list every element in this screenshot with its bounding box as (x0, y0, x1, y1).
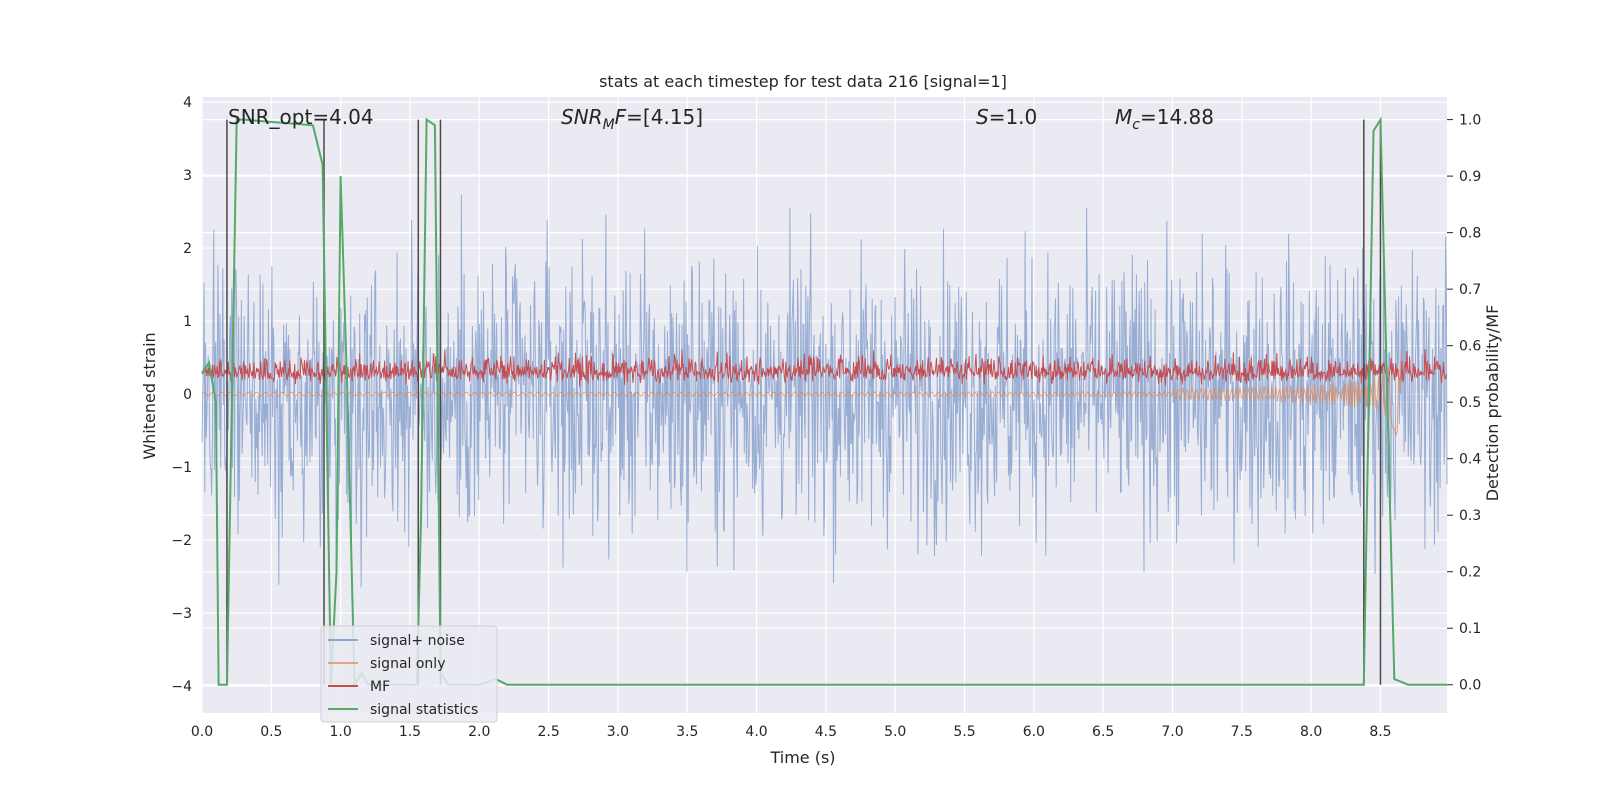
signal-noise-line (201, 194, 1448, 588)
y-tick-label: −4 (171, 679, 192, 695)
y-right-tick-label: 0.9 (1459, 169, 1481, 185)
chart-title: stats at each timestep for test data 216… (599, 72, 1007, 91)
y-axis-label: Whitened strain (140, 332, 159, 459)
y-tick-label: 2 (183, 241, 192, 257)
annotation-s-value: =1.0 (989, 105, 1038, 129)
x-tick-label: 6.5 (1092, 724, 1114, 740)
x-tick-label: 5.0 (884, 724, 906, 740)
x-tick-label: 5.5 (953, 724, 975, 740)
annotation-s-symbol: S (976, 105, 989, 129)
y-tick-label: −2 (171, 533, 192, 549)
annotation-snr-mf-symbol-f: F (615, 105, 627, 129)
x-tick-label: 0.0 (191, 724, 213, 740)
y-right-tick-label: 1.0 (1459, 113, 1481, 129)
y-right-axis-label: Detection probability/MF (1483, 305, 1502, 502)
legend-label-signal-only: signal only (370, 656, 445, 672)
y-right-tick-label: 0.8 (1459, 226, 1481, 242)
y-right-tick-label: 0.7 (1459, 282, 1481, 298)
x-tick-label: 1.5 (399, 724, 421, 740)
annotation-snr-mf-symbol: SNR (561, 105, 603, 129)
signal-only-series (201, 349, 1402, 436)
x-tick-label: 2.5 (537, 724, 559, 740)
y-tick-label: −1 (171, 460, 192, 476)
legend-label-signal-statistics: signal statistics (370, 702, 478, 718)
annotation-mc-symbol: M (1115, 105, 1132, 129)
x-tick-label: 8.0 (1300, 724, 1322, 740)
x-tick-label: 7.5 (1231, 724, 1253, 740)
y-right-tick-label: 0.3 (1459, 508, 1481, 524)
x-tick-label: 1.0 (330, 724, 352, 740)
x-tick-label: 3.5 (676, 724, 698, 740)
x-tick-label: 0.5 (260, 724, 282, 740)
signal-noise-series (201, 194, 1448, 588)
legend-label-mf: MF (370, 679, 390, 695)
axis-ticks: 0.0 0.5 1.0 1.5 2.0 2.5 3.0 3.5 4.0 4.5 5.0 5.5 6.0 6… (171, 95, 1481, 740)
annotation-mc-subscript: c (1132, 117, 1140, 133)
annotation-s: S=1.0 (976, 105, 1037, 129)
y-right-tick-label: 0.2 (1459, 565, 1481, 581)
x-tick-label: 4.0 (745, 724, 767, 740)
signal-only-line (201, 349, 1402, 436)
x-tick-label: 3.0 (607, 724, 629, 740)
annotation-snr-mf-subscript: M (603, 117, 615, 133)
y-right-tick-label: 0.1 (1459, 621, 1481, 637)
y-tick-label: 3 (183, 168, 192, 184)
annotation-mc: Mc=14.88 (1115, 105, 1214, 133)
x-axis-label: Time (s) (769, 748, 835, 767)
annotation-snr-mf: SNRMF=[4.15] (561, 105, 703, 133)
y-right-tick-label: 0.4 (1459, 452, 1481, 468)
x-tick-label: 6.0 (1023, 724, 1045, 740)
y-tick-label: 0 (183, 387, 192, 403)
mf-series (201, 348, 1448, 387)
y-tick-label: 4 (183, 95, 192, 111)
x-tick-label: 8.5 (1369, 724, 1391, 740)
x-tick-label: 4.5 (815, 724, 837, 740)
legend-box (320, 625, 498, 723)
legend: signal+ noise signal only MF signal stat… (320, 625, 498, 723)
y-tick-label: 1 (183, 314, 192, 330)
x-tick-label: 7.0 (1161, 724, 1183, 740)
annotation-snr-opt: SNR_opt=4.04 (228, 105, 374, 129)
y-right-tick-label: 0.6 (1459, 339, 1481, 355)
y-right-tick-label: 0.0 (1459, 678, 1481, 694)
annotation-snr-mf-value: =[4.15] (626, 105, 703, 129)
y-tick-label: −3 (171, 606, 192, 622)
legend-label-signal-noise: signal+ noise (370, 633, 465, 649)
x-tick-label: 2.0 (468, 724, 490, 740)
annotation-mc-value: =14.88 (1140, 105, 1214, 129)
mf-line (201, 348, 1448, 387)
y-right-tick-label: 0.5 (1459, 395, 1481, 411)
